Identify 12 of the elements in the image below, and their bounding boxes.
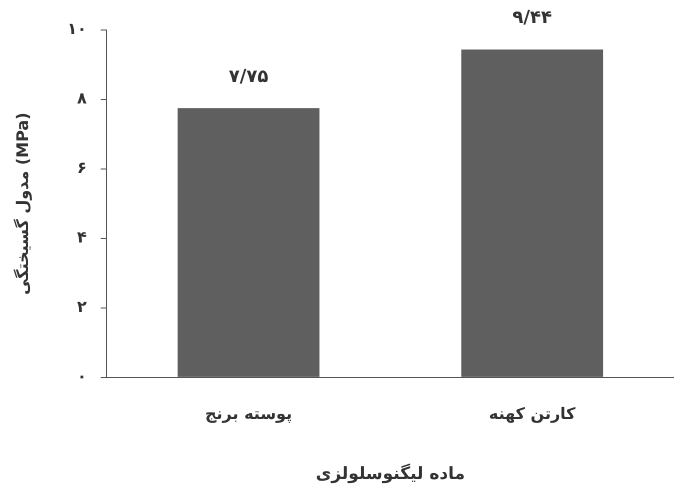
x-tick-label: کارتن کهنه [488,404,576,424]
data-label: ۹/۴۴ [512,7,552,28]
y-tick-label: ۴ [76,228,87,247]
x-axis-title: ماده لیگنوسلولزی [316,463,465,484]
data-label: ۷/۷۵ [228,66,268,87]
y-tick-label: ۸ [76,88,87,108]
x-tick-label: پوسته برنج [205,404,292,424]
y-tick-label: ۰ [76,366,87,386]
y-tick-label: ۶ [76,158,87,178]
y-axis-title: مدول گسیختگی (MPa) [12,112,32,295]
y-tick-label: ۲ [76,297,87,316]
y-tick-label: ۱۰ [67,19,87,38]
